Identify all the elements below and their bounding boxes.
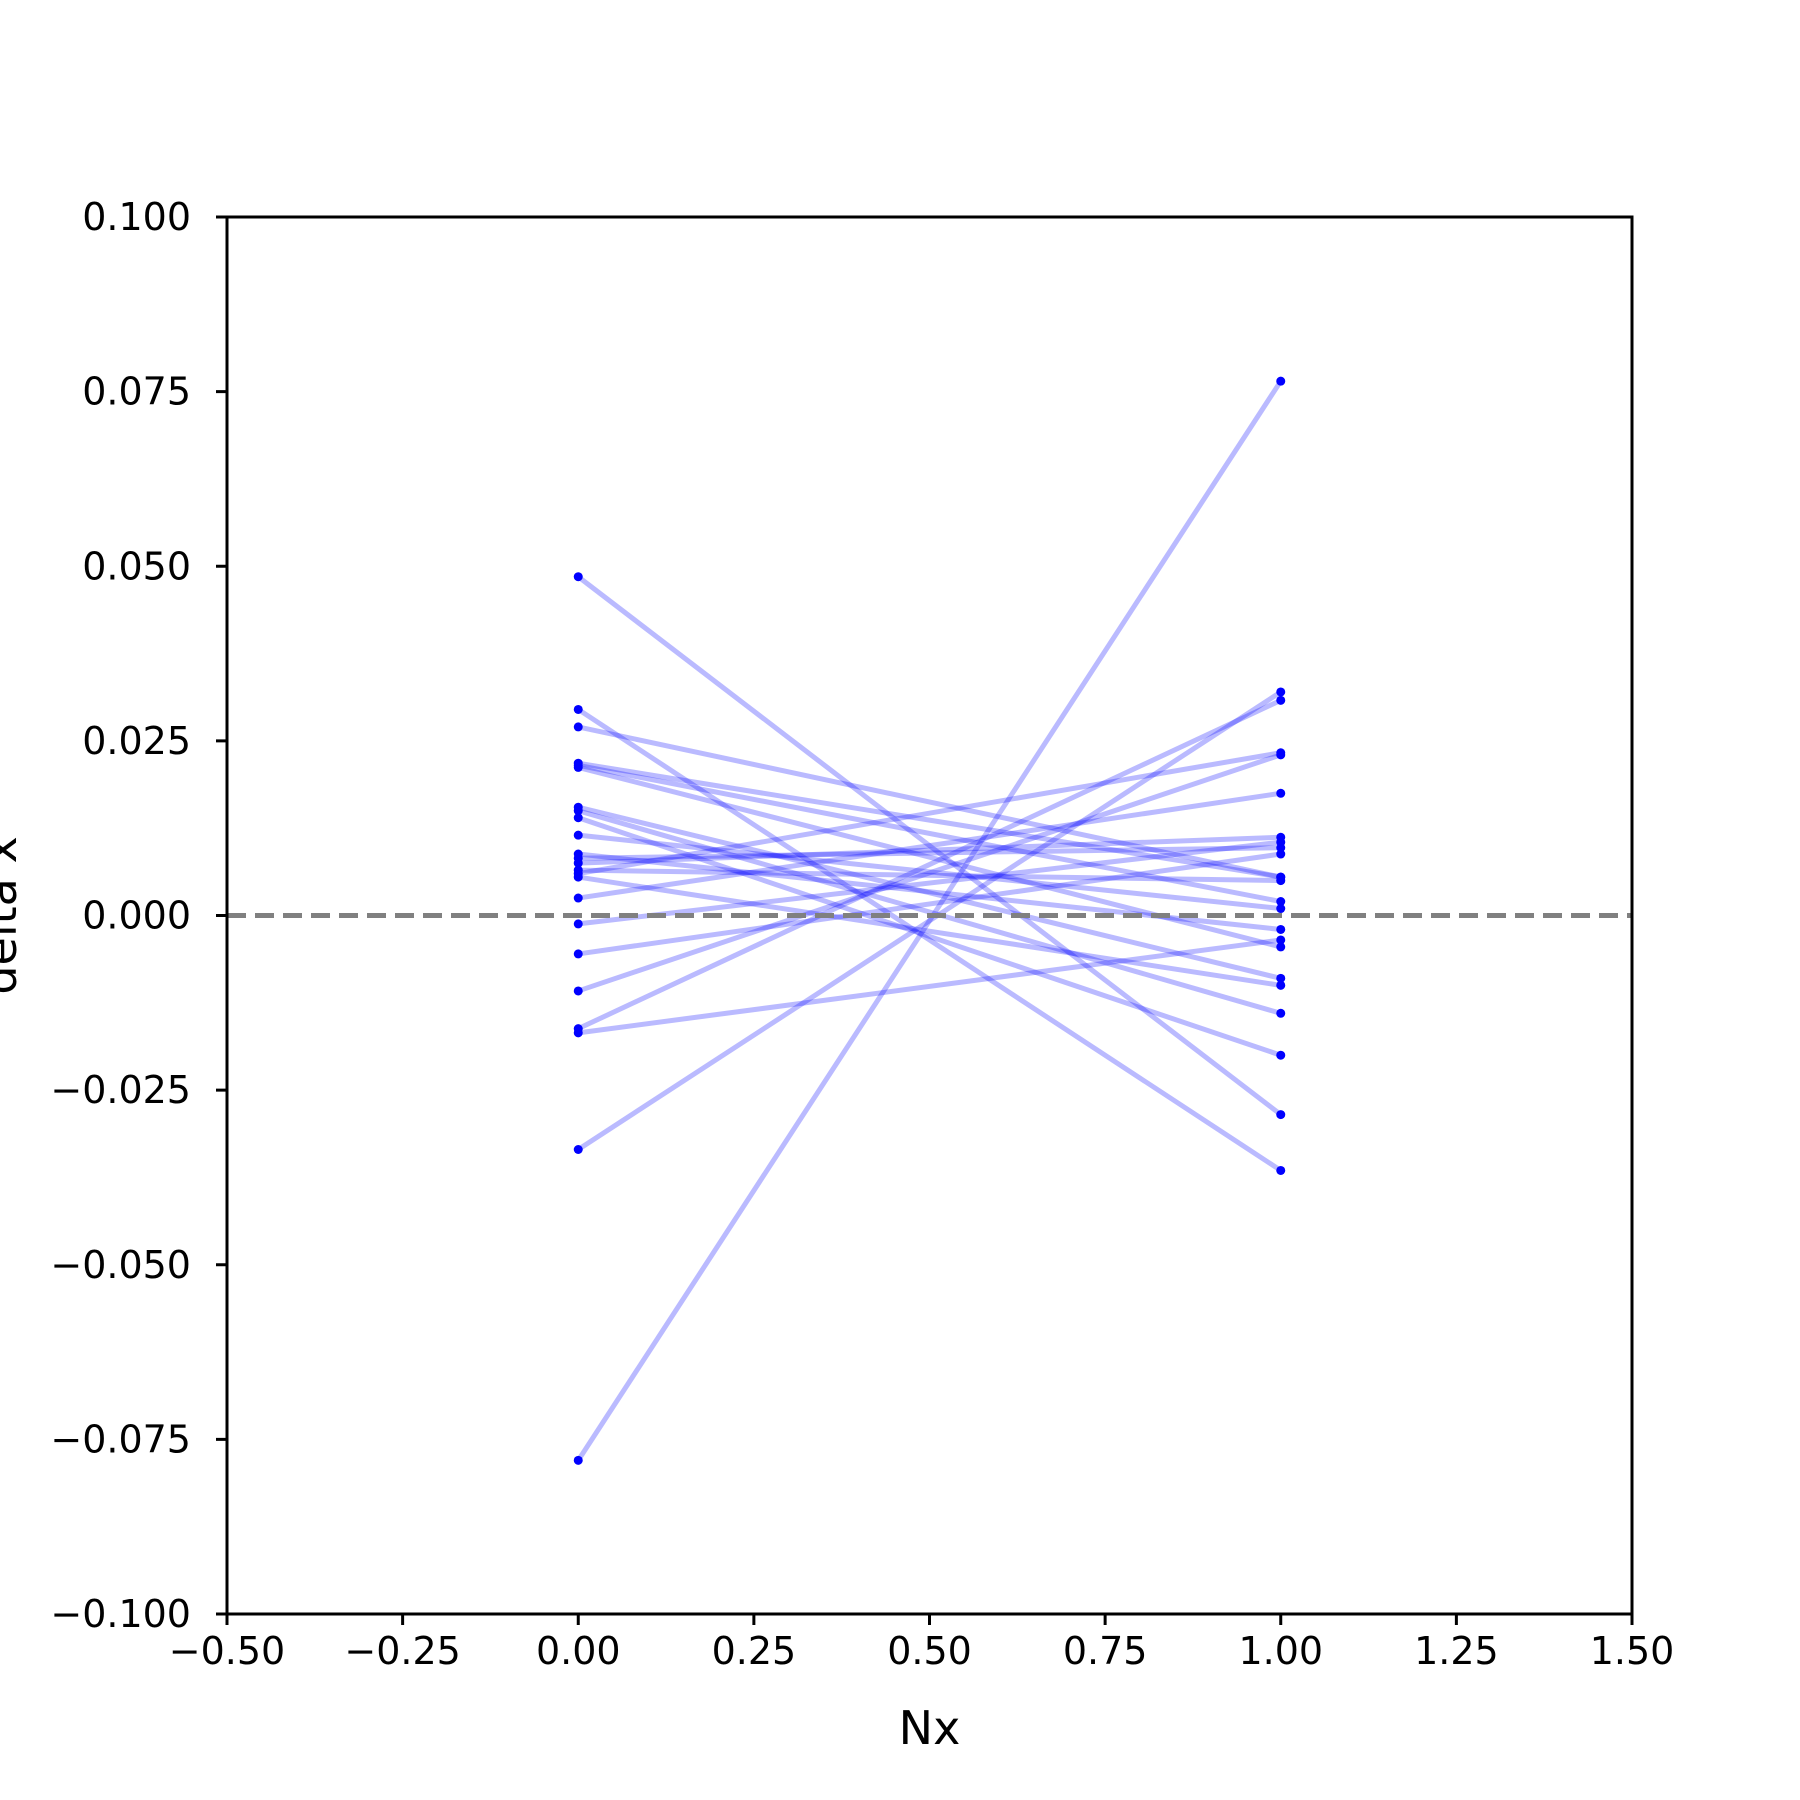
series-line-13	[578, 845, 1281, 861]
data-point-2-1	[573, 572, 583, 582]
series-line-16	[577, 750, 1282, 877]
series-line-17	[577, 874, 1282, 988]
series-line-15	[578, 867, 1281, 884]
data-point-17-1	[573, 872, 583, 882]
data-point-20-2	[1276, 849, 1286, 859]
data-point-10-2	[1276, 1050, 1286, 1060]
series-line-1	[576, 379, 1283, 1462]
y-tick-label: −0.025	[50, 1068, 191, 1112]
series-line-14	[578, 834, 1281, 866]
series-line-20	[577, 851, 1282, 957]
series-line-5	[577, 762, 1282, 904]
data-point-2-2	[1276, 1110, 1286, 1120]
x-tick-label: 1.25	[1414, 1629, 1499, 1673]
data-point-1-1	[573, 1455, 583, 1465]
data-point-18-2	[1276, 788, 1286, 798]
data-point-23-1	[573, 1028, 583, 1038]
series-line-10	[577, 815, 1282, 1058]
series-line-2	[576, 574, 1283, 1117]
data-point-9-1	[573, 806, 583, 816]
data-point-9-2	[1276, 1008, 1286, 1018]
data-point-18-1	[573, 893, 583, 903]
series-line-8	[577, 804, 1282, 981]
x-tick-label: 0.75	[1063, 1629, 1148, 1673]
x-axis-label: Nx	[899, 1701, 961, 1755]
data-point-19-1	[573, 919, 583, 929]
x-tick-label: 0.50	[887, 1629, 972, 1673]
data-point-19-2	[1276, 837, 1286, 847]
y-axis-label: delta x	[0, 836, 27, 994]
x-tick-label: 1.00	[1238, 1629, 1323, 1673]
data-point-7-2	[1276, 942, 1286, 952]
data-point-5-2	[1276, 897, 1286, 907]
x-tick-label: 1.50	[1590, 1629, 1675, 1673]
x-tick-label: −0.50	[169, 1629, 285, 1673]
series-line-23	[577, 937, 1282, 1036]
series-line-21	[577, 752, 1282, 994]
data-point-15-2	[1276, 876, 1286, 886]
data-point-24-1	[573, 1144, 583, 1154]
data-point-23-2	[1276, 935, 1286, 945]
data-point-22-2	[1276, 695, 1286, 705]
data-point-11-1	[573, 830, 583, 840]
x-tick-label: 0.00	[536, 1629, 621, 1673]
data-point-17-2	[1276, 980, 1286, 990]
y-axis-ticks: −0.100 −0.075 −0.050 −0.025 0.000 0.025 0.050 0…	[50, 195, 227, 1636]
data-point-3-1	[573, 704, 583, 714]
series-line-3	[576, 707, 1283, 1173]
series-line-11	[577, 832, 1282, 912]
data-point-7-1	[573, 762, 583, 772]
x-axis-ticks: −0.50 −0.25 0.00 0.25 0.50 0.75 1.00 1.25 1.50	[169, 1614, 1675, 1673]
plot-points	[573, 376, 1286, 1465]
y-tick-label: 0.000	[82, 894, 191, 938]
series-line-24	[576, 689, 1283, 1152]
y-tick-label: −0.100	[50, 1592, 191, 1636]
x-tick-label: 0.25	[712, 1629, 797, 1673]
plot-lines	[576, 379, 1283, 1462]
series-line-9	[577, 808, 1282, 1016]
data-point-21-2	[1276, 750, 1286, 760]
data-point-1-2	[1276, 376, 1286, 386]
data-point-20-1	[573, 949, 583, 959]
y-tick-label: 0.075	[82, 370, 191, 414]
data-point-21-1	[573, 986, 583, 996]
data-point-12-2	[1276, 924, 1286, 934]
y-tick-label: 0.050	[82, 544, 191, 588]
data-point-4-1	[573, 722, 583, 732]
y-tick-label: 0.025	[82, 719, 191, 763]
series-line-6	[577, 760, 1282, 880]
data-point-3-2	[1276, 1165, 1286, 1175]
series-line-19	[577, 839, 1282, 927]
data-point-14-1	[573, 858, 583, 868]
y-tick-label: −0.075	[50, 1417, 191, 1461]
data-point-11-2	[1276, 904, 1286, 914]
y-tick-label: 0.100	[82, 195, 191, 239]
x-tick-label: −0.25	[344, 1629, 460, 1673]
data-point-8-2	[1276, 973, 1286, 983]
data-point-10-1	[573, 813, 583, 823]
series-line-4	[577, 724, 1282, 880]
data-point-24-2	[1276, 687, 1286, 697]
series-line-22	[577, 698, 1282, 1031]
y-tick-label: −0.050	[50, 1243, 191, 1287]
series-line-18	[577, 790, 1282, 901]
